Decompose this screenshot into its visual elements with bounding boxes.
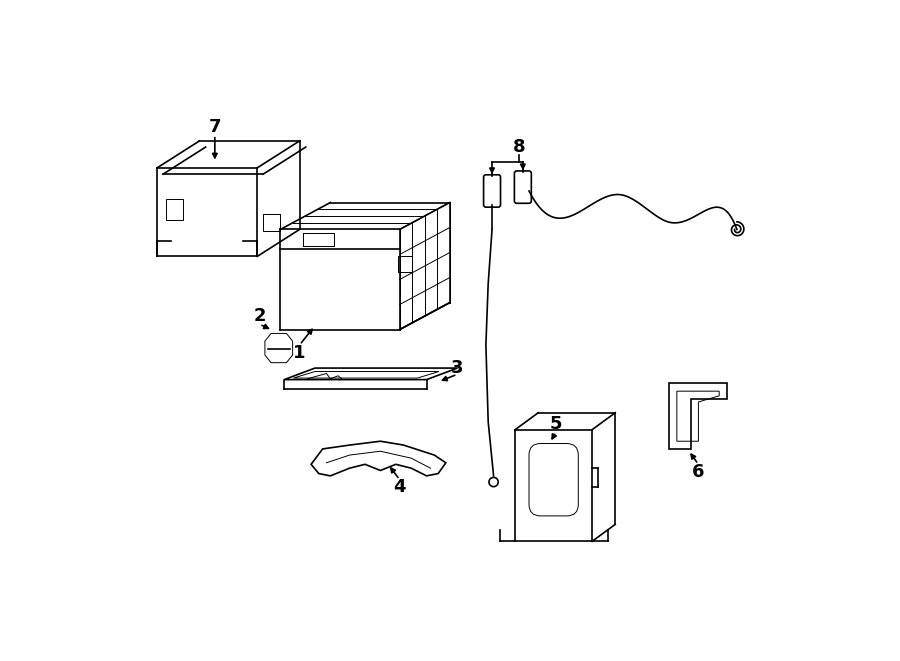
Text: 4: 4 — [393, 479, 406, 496]
Text: 3: 3 — [451, 359, 464, 377]
Text: 8: 8 — [513, 138, 526, 156]
Text: 6: 6 — [692, 463, 705, 481]
Text: 1: 1 — [293, 344, 306, 362]
Bar — [166, 199, 184, 220]
Text: 7: 7 — [209, 118, 221, 136]
Bar — [398, 256, 412, 272]
Text: 2: 2 — [253, 307, 266, 325]
Text: 5: 5 — [550, 415, 562, 433]
Bar — [264, 214, 280, 231]
